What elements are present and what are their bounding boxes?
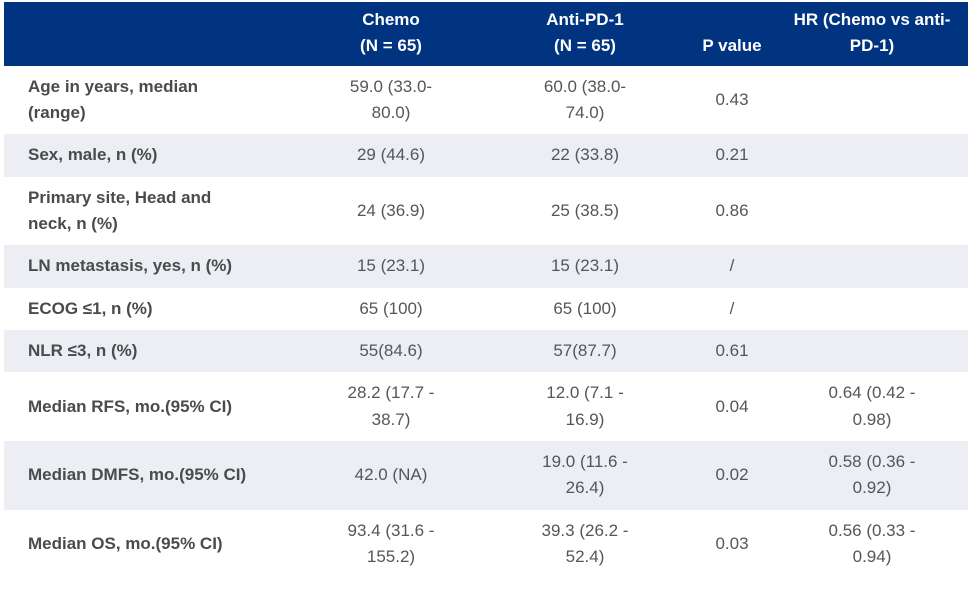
header-cell-chemo: Chemo (N = 65) bbox=[300, 2, 482, 66]
p-value-cell: / bbox=[688, 245, 776, 288]
table-row: LN metastasis, yes, n (%) 15 (23.1) 15 (… bbox=[4, 245, 968, 288]
chemo-value-cell: 59.0 (33.0- 80.0) bbox=[349, 76, 433, 123]
row-label-cell: Sex, male, n (%) bbox=[4, 134, 300, 177]
header-cell-p-value: P value bbox=[688, 2, 776, 66]
anti-pd1-value-cell: 65 (100) bbox=[553, 298, 617, 318]
header-row: Chemo (N = 65) Anti-PD-1 (N = 65) P valu… bbox=[4, 2, 968, 66]
table-row: Median RFS, mo.(95% CI) 28.2 (17.7 - 38.… bbox=[4, 372, 968, 441]
chemo-value-cell: 42.0 (NA) bbox=[300, 441, 482, 510]
hr-value-cell bbox=[776, 330, 968, 373]
chemo-value-cell: 55(84.6) bbox=[300, 330, 482, 373]
table-row: ECOG ≤1, n (%) 65 (100) 65 (100) / bbox=[4, 288, 968, 330]
p-value-cell: / bbox=[729, 298, 735, 318]
table-row: Median OS, mo.(95% CI) 93.4 (31.6 - 155.… bbox=[4, 510, 968, 579]
row-label-cell: Median RFS, mo.(95% CI) bbox=[28, 396, 233, 416]
p-value-cell: 0.02 bbox=[688, 441, 776, 510]
row-label-cell: Median OS, mo.(95% CI) bbox=[28, 533, 223, 553]
header-cell-hr: HR (Chemo vs anti- PD-1) bbox=[776, 2, 968, 66]
chemo-value-cell: 28.2 (17.7 - 38.7) bbox=[347, 383, 435, 429]
hr-value-cell: 0.64 (0.42 - 0.98) bbox=[828, 383, 916, 429]
p-value-cell: 0.43 bbox=[715, 89, 749, 109]
p-value-cell: 0.04 bbox=[715, 396, 749, 416]
hr-value-cell bbox=[776, 134, 968, 177]
anti-pd1-value-cell: 25 (38.5) bbox=[550, 200, 620, 220]
table-header: Chemo (N = 65) Anti-PD-1 (N = 65) P valu… bbox=[4, 2, 968, 66]
table-row: Sex, male, n (%) 29 (44.6) 22 (33.8) 0.2… bbox=[4, 134, 968, 177]
p-value-cell: 0.21 bbox=[688, 134, 776, 177]
baseline-characteristics-table: Chemo (N = 65) Anti-PD-1 (N = 65) P valu… bbox=[4, 2, 968, 579]
anti-pd1-value-cell: 19.0 (11.6 - 26.4) bbox=[482, 441, 688, 510]
hr-value-cell bbox=[776, 66, 968, 135]
row-label-cell: ECOG ≤1, n (%) bbox=[28, 298, 153, 318]
row-label-cell: Age in years, median (range) bbox=[28, 76, 199, 123]
chemo-value-cell: 65 (100) bbox=[359, 298, 423, 318]
anti-pd1-value-cell: 15 (23.1) bbox=[482, 245, 688, 288]
p-value-cell: 0.86 bbox=[715, 200, 749, 220]
chemo-value-cell: 15 (23.1) bbox=[300, 245, 482, 288]
row-label-cell: Primary site, Head and neck, n (%) bbox=[28, 187, 212, 234]
anti-pd1-value-cell: 39.3 (26.2 - 52.4) bbox=[541, 520, 629, 567]
hr-value-cell: 0.58 (0.36 - 0.92) bbox=[776, 441, 968, 510]
chemo-value-cell: 93.4 (31.6 - 155.2) bbox=[347, 520, 435, 567]
table-row: Primary site, Head and neck, n (%) 24 (3… bbox=[4, 177, 968, 246]
p-value-cell: 0.61 bbox=[688, 330, 776, 373]
row-label-cell: LN metastasis, yes, n (%) bbox=[4, 245, 300, 288]
chemo-value-cell: 24 (36.9) bbox=[356, 200, 426, 220]
row-label-cell: NLR ≤3, n (%) bbox=[4, 330, 300, 373]
row-label-cell: Median DMFS, mo.(95% CI) bbox=[4, 441, 300, 510]
p-value-cell: 0.03 bbox=[715, 533, 749, 553]
anti-pd1-value-cell: 22 (33.8) bbox=[482, 134, 688, 177]
hr-value-cell bbox=[776, 288, 968, 330]
anti-pd1-value-cell: 12.0 (7.1 - 16.9) bbox=[546, 383, 624, 429]
header-cell-anti-pd1: Anti-PD-1 (N = 65) bbox=[482, 2, 688, 66]
table-row: NLR ≤3, n (%) 55(84.6) 57(87.7) 0.61 bbox=[4, 330, 968, 373]
table-body: Age in years, median (range) 59.0 (33.0-… bbox=[4, 66, 968, 579]
table-row: Age in years, median (range) 59.0 (33.0-… bbox=[4, 66, 968, 135]
chemo-value-cell: 29 (44.6) bbox=[300, 134, 482, 177]
table-row: Median DMFS, mo.(95% CI) 42.0 (NA) 19.0 … bbox=[4, 441, 968, 510]
anti-pd1-value-cell: 57(87.7) bbox=[482, 330, 688, 373]
hr-value-cell: 0.56 (0.33 - 0.94) bbox=[828, 520, 916, 567]
hr-value-cell bbox=[776, 177, 968, 246]
hr-value-cell bbox=[776, 245, 968, 288]
header-cell-label bbox=[4, 2, 300, 66]
anti-pd1-value-cell: 60.0 (38.0- 74.0) bbox=[543, 76, 627, 123]
